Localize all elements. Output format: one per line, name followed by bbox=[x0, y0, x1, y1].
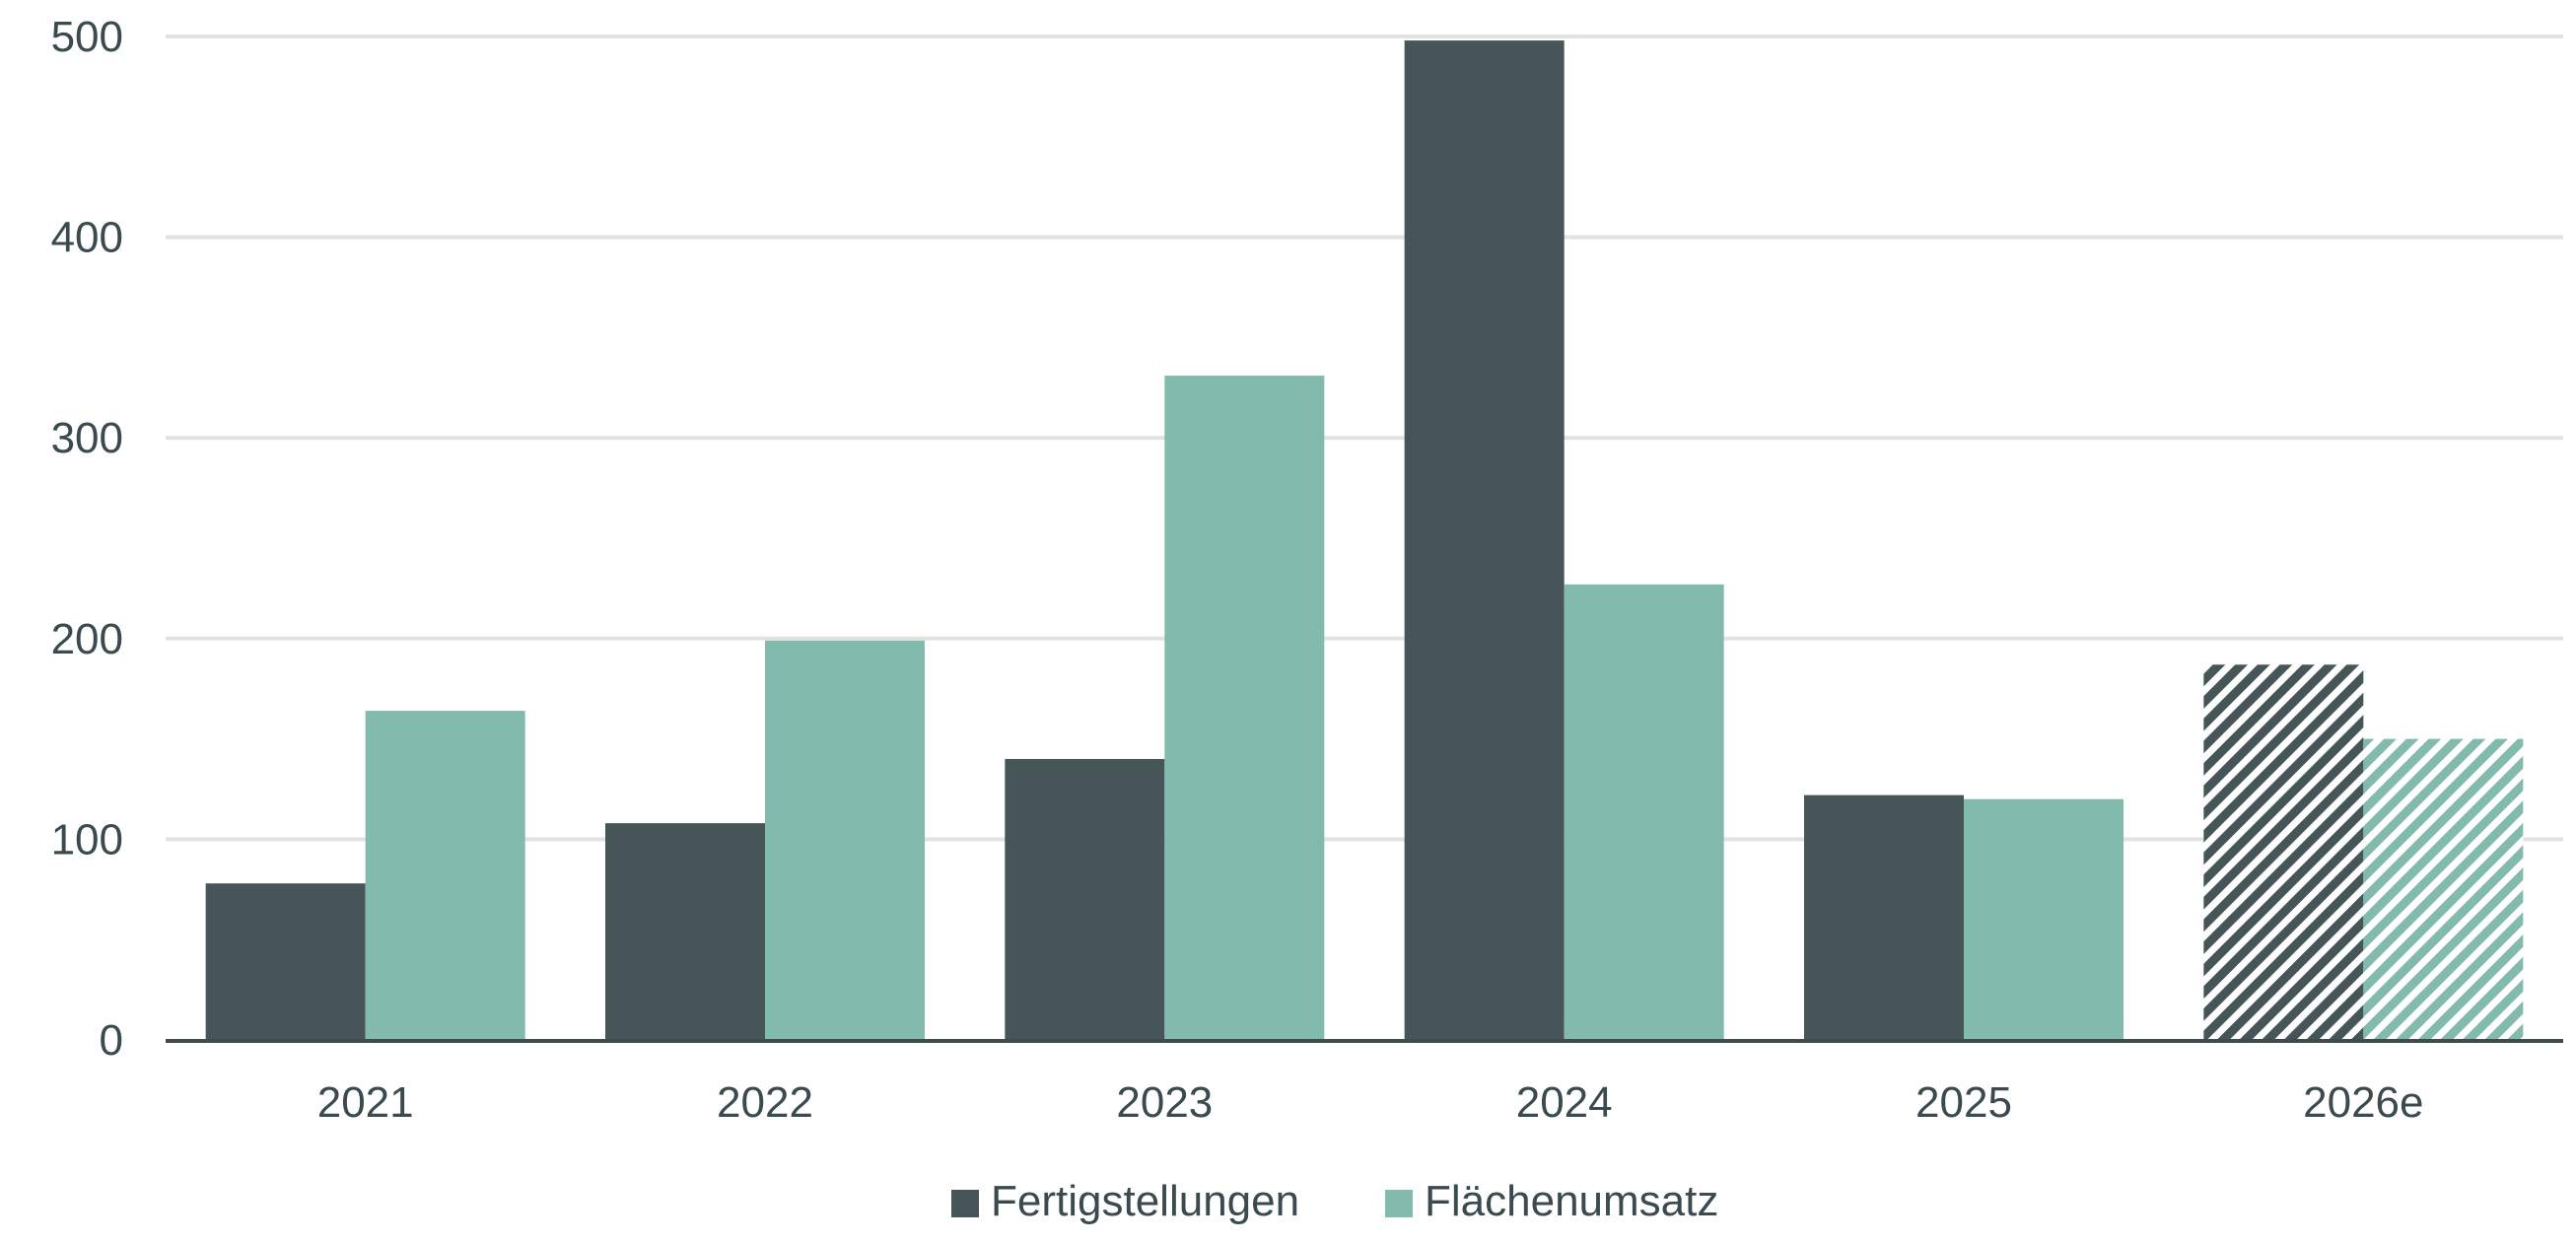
bar-fertigstellungen-2023 bbox=[1005, 758, 1165, 1040]
bar-fertigstellungen-2022 bbox=[605, 823, 765, 1040]
bar-fl-chenumsatz-2021 bbox=[365, 711, 525, 1040]
y-tick-label: 500 bbox=[51, 13, 123, 61]
y-tick-label: 400 bbox=[51, 214, 123, 262]
y-axis-ticks: 0 100 200 300 400 500 bbox=[51, 13, 123, 1065]
legend: Fertigstellungen Flächenumsatz bbox=[951, 1177, 1718, 1225]
bar-fl-chenumsatz-2025 bbox=[1964, 798, 2123, 1040]
bar-fertigstellungen-2025 bbox=[1804, 795, 1964, 1040]
y-tick-label: 300 bbox=[51, 414, 123, 462]
y-tick-label: 100 bbox=[51, 815, 123, 864]
y-tick-label: 200 bbox=[51, 615, 123, 663]
x-tick-label: 2025 bbox=[1915, 1078, 2012, 1127]
legend-label: Fertigstellungen bbox=[991, 1177, 1299, 1225]
legend-swatch-1 bbox=[1385, 1190, 1413, 1217]
bar-fl-chenumsatz-2024 bbox=[1564, 584, 1724, 1040]
x-tick-label: 2024 bbox=[1516, 1078, 1613, 1127]
bar-fl-chenumsatz-2026e bbox=[2363, 738, 2524, 1040]
bar-fl-chenumsatz-2022 bbox=[765, 640, 925, 1040]
bar-fl-chenumsatz-2023 bbox=[1164, 376, 1325, 1041]
bar-fertigstellungen-2024 bbox=[1404, 40, 1565, 1040]
y-tick-label: 0 bbox=[100, 1016, 123, 1065]
x-tick-label: 2023 bbox=[1116, 1078, 1213, 1127]
gridlines bbox=[166, 35, 2563, 842]
x-tick-label: 2021 bbox=[317, 1078, 414, 1127]
bar-fertigstellungen-2026e bbox=[2203, 664, 2364, 1040]
legend-label: Flächenumsatz bbox=[1425, 1177, 1718, 1225]
bars bbox=[205, 40, 2524, 1041]
bar-fertigstellungen-2021 bbox=[205, 883, 366, 1040]
x-tick-label: 2022 bbox=[717, 1078, 813, 1127]
x-axis-ticks: 2021 2022 2023 2024 2025 2026e bbox=[317, 1078, 2424, 1127]
x-tick-label: 2026e bbox=[2303, 1078, 2423, 1127]
legend-swatch-0 bbox=[951, 1190, 979, 1217]
